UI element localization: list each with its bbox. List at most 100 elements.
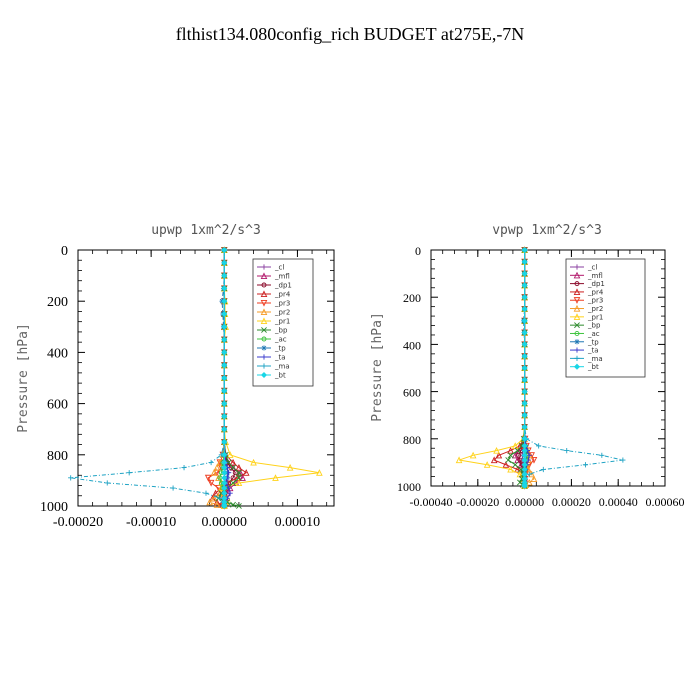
vpwp-legend-marker bbox=[574, 322, 580, 329]
upwp-point-pr3 bbox=[207, 479, 215, 487]
upwp-point-pr1 bbox=[272, 474, 279, 481]
vpwp-legend-label: _mfl bbox=[587, 272, 603, 280]
upwp-point-bt bbox=[221, 362, 228, 369]
upwp-legend-marker bbox=[261, 336, 267, 342]
vpwp-legend-marker bbox=[573, 271, 581, 279]
upwp-legend-label: _pr3 bbox=[274, 300, 290, 308]
vpwp-series bbox=[455, 246, 626, 490]
upwp-point-mfl bbox=[239, 474, 246, 481]
upwp-line-ma bbox=[70, 250, 225, 506]
vpwp-legend-label: _tp bbox=[587, 338, 599, 346]
upwp-legend-marker bbox=[261, 345, 267, 351]
upwp-point-bp bbox=[235, 503, 242, 509]
vpwp-legend-box bbox=[565, 258, 646, 378]
vpwp-legend-label: _bt bbox=[587, 363, 599, 371]
vpwp-point-pr4 bbox=[490, 456, 498, 464]
upwp-point-bt bbox=[221, 400, 228, 407]
upwp-legend-marker bbox=[260, 308, 268, 316]
upwp-point-bp bbox=[225, 459, 232, 466]
upwp-legend: _cl_mfl_dp1_pr4_pr3_pr2_pr1_bp_ac_tp_ta_… bbox=[252, 258, 314, 387]
vpwp-point-bt bbox=[521, 364, 528, 372]
upwp-point-pr2 bbox=[210, 494, 218, 502]
upwp-legend-label: _ma bbox=[274, 363, 290, 371]
vpwp-legend-marker bbox=[573, 313, 581, 320]
vpwp-legend-label: _pr3 bbox=[587, 297, 603, 305]
upwp-axes: 0 200 400 600 800 1000-0.00020 -0.00010 0.00000… bbox=[40, 244, 335, 530]
vpwp-point-bt bbox=[521, 412, 528, 419]
vpwp-x-tick-label: 0.00060 bbox=[646, 495, 685, 509]
upwp-point-bt bbox=[221, 387, 228, 394]
vpwp-legend-label: _cl bbox=[587, 264, 597, 272]
vpwp-legend-label: _bp bbox=[587, 322, 601, 330]
vpwp-legend-marker bbox=[573, 288, 581, 295]
upwp-point-ma bbox=[181, 465, 187, 471]
upwp-point-bt bbox=[221, 374, 228, 382]
vpwp-legend: _cl_mfl_dp1_pr4_pr3_pr2_pr1_bp_ac_tp_ta_… bbox=[565, 258, 646, 378]
vpwp-point-bt bbox=[521, 246, 528, 254]
upwp-point-ma bbox=[68, 475, 74, 481]
upwp-point-ma bbox=[208, 459, 214, 466]
upwp-point-bp bbox=[230, 480, 236, 486]
vpwp-point-ma bbox=[599, 452, 605, 458]
upwp-legend-marker bbox=[260, 290, 268, 298]
upwp-point-pr4 bbox=[212, 489, 219, 497]
upwp-point-pr1 bbox=[226, 451, 234, 458]
upwp-point-pr4 bbox=[229, 458, 237, 466]
vpwp-legend-marker bbox=[574, 355, 580, 361]
vpwp-point-bp bbox=[505, 457, 512, 463]
vpwp-legend-marker bbox=[574, 347, 580, 353]
upwp-point-pr2 bbox=[213, 463, 221, 471]
upwp-point-bt bbox=[221, 426, 228, 433]
upwp-plot-frame bbox=[77, 249, 335, 507]
vpwp-y-tick-label: 0 bbox=[415, 244, 421, 258]
upwp-legend-marker bbox=[261, 282, 267, 288]
vpwp-point-pr2 bbox=[530, 475, 538, 482]
vpwp-point-bt bbox=[521, 282, 528, 289]
vpwp-panel-title: vpwp 1xm^2/s^3 bbox=[492, 223, 602, 238]
upwp-point-bp bbox=[235, 474, 242, 481]
upwp-point-ta bbox=[227, 490, 233, 496]
upwp-y-tick-label: 800 bbox=[47, 449, 68, 464]
upwp-legend-box bbox=[252, 258, 314, 387]
vpwp-axes: 0 200 400 600 800 1000-0.00040 -0.00020 0.00000… bbox=[397, 244, 685, 509]
vpwp-x-tick-label: -0.00040 bbox=[410, 495, 453, 509]
vpwp-y-axis-label: Pressure [hPa] bbox=[370, 312, 385, 422]
vpwp-point-bt bbox=[521, 353, 528, 360]
vpwp-point-pr1 bbox=[493, 446, 500, 454]
upwp-y-tick-label: 0 bbox=[61, 244, 68, 259]
vpwp-point-ma bbox=[582, 462, 589, 468]
upwp-y-tick-label: 200 bbox=[47, 295, 68, 310]
vpwp-x-tick-label: -0.00020 bbox=[456, 495, 499, 509]
upwp-point-ma bbox=[203, 490, 209, 496]
vpwp-point-bt bbox=[521, 482, 528, 490]
vpwp-point-bp bbox=[514, 447, 521, 454]
vpwp-point-pr1 bbox=[455, 456, 463, 464]
vpwp-legend-label: _dp1 bbox=[587, 280, 605, 288]
upwp-legend-label: _mfl bbox=[274, 273, 290, 281]
upwp-point-bt bbox=[221, 502, 228, 510]
upwp-legend-label: _cl bbox=[274, 264, 284, 272]
vpwp-y-tick-label: 800 bbox=[403, 433, 421, 447]
upwp-point-bt bbox=[221, 438, 228, 446]
upwp-x-tick-label: 0.00010 bbox=[275, 515, 321, 530]
vpwp-point-bt bbox=[521, 329, 528, 336]
vpwp-legend-marker bbox=[574, 339, 580, 345]
vpwp-point-bt bbox=[521, 423, 528, 431]
upwp-point-bt bbox=[221, 474, 228, 481]
vpwp-y-tick-label: 1000 bbox=[397, 480, 421, 494]
upwp-legend-label: _bp bbox=[274, 327, 288, 335]
upwp-legend-marker bbox=[260, 272, 268, 280]
upwp-point-bt bbox=[221, 349, 228, 356]
upwp-point-bp bbox=[230, 501, 236, 508]
upwp-x-tick-label: -0.00020 bbox=[53, 515, 103, 530]
vpwp-x-tick-label: 0.00020 bbox=[552, 495, 591, 509]
upwp-point-bt bbox=[221, 413, 228, 420]
upwp-legend-marker bbox=[260, 317, 268, 325]
upwp-point-bt bbox=[221, 298, 228, 305]
upwp-x-tick-label: -0.00010 bbox=[126, 515, 176, 530]
upwp-point-pr2 bbox=[206, 498, 213, 506]
vpwp-point-ma bbox=[536, 443, 542, 449]
vpwp-series-bt bbox=[521, 246, 528, 490]
upwp-point-bt bbox=[221, 310, 228, 318]
upwp-point-ma bbox=[170, 485, 176, 491]
